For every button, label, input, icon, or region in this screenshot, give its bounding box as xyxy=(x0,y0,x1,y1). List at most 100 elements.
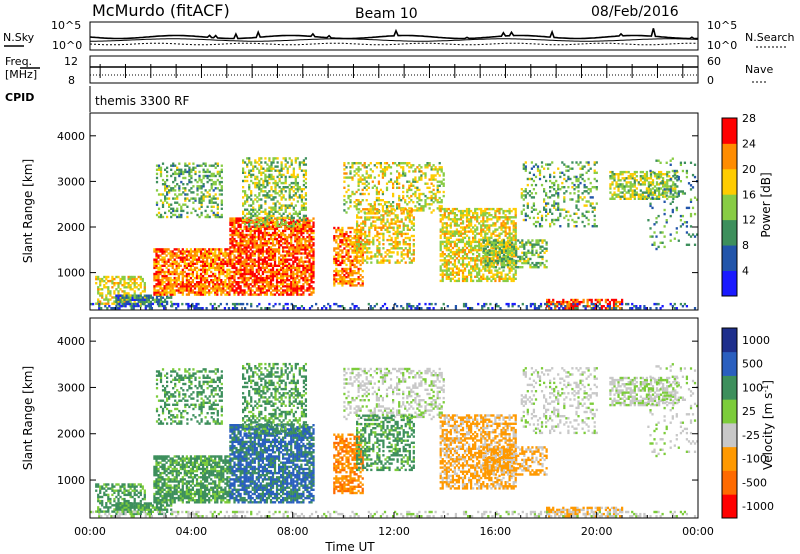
power-cell xyxy=(447,267,450,270)
power-cell xyxy=(457,271,461,274)
power-cell xyxy=(445,259,448,262)
power-cell xyxy=(280,281,283,284)
power-cell xyxy=(373,164,376,167)
power-cell xyxy=(290,161,293,164)
power-cell xyxy=(486,240,489,244)
power-cell xyxy=(376,261,379,264)
power-cell xyxy=(392,218,395,221)
power-cell xyxy=(504,224,507,227)
power-cell xyxy=(514,273,517,276)
power-cell xyxy=(296,175,299,179)
power-cell xyxy=(398,194,401,198)
power-cell xyxy=(510,269,513,272)
power-cell xyxy=(239,244,242,247)
power-cell xyxy=(191,264,195,267)
power-cell xyxy=(362,222,365,225)
power-cell xyxy=(296,289,299,292)
power-cell xyxy=(396,178,399,181)
power-cell xyxy=(231,289,234,292)
power-cell xyxy=(478,207,481,211)
power-cell xyxy=(292,233,295,237)
power-cell xyxy=(359,237,362,240)
power-cell xyxy=(191,254,195,257)
power-cell xyxy=(155,274,158,278)
power-cell xyxy=(187,250,191,253)
power-cell xyxy=(259,248,262,251)
power-cell xyxy=(390,251,393,254)
power-cell xyxy=(255,279,258,282)
power-cell xyxy=(245,244,248,247)
power-cell xyxy=(280,274,283,278)
power-cell xyxy=(396,207,399,210)
power-cell xyxy=(410,222,413,225)
power-cell xyxy=(173,258,176,261)
power-cell xyxy=(494,261,497,264)
power-cell xyxy=(259,291,262,294)
power-cell xyxy=(165,287,168,290)
power-cell xyxy=(194,209,197,213)
power-cell xyxy=(402,210,405,213)
power-cell xyxy=(259,266,262,270)
power-cell xyxy=(288,246,291,249)
power-cell xyxy=(296,250,299,253)
power-cell xyxy=(284,229,287,233)
power-cell xyxy=(284,270,287,274)
power-cell xyxy=(294,233,297,237)
power-cell xyxy=(284,206,287,209)
power-cell xyxy=(364,218,367,221)
power-cell xyxy=(292,256,295,259)
power-cell xyxy=(347,162,350,165)
power-cell xyxy=(510,209,513,213)
power-cell xyxy=(174,164,177,167)
power-cell xyxy=(387,166,391,169)
power-cell xyxy=(196,180,199,184)
power-cell xyxy=(298,248,301,251)
power-cell xyxy=(282,188,285,191)
power-cell xyxy=(197,293,201,296)
power-cell xyxy=(171,283,174,286)
power-cell xyxy=(284,233,287,237)
power-cell xyxy=(267,233,271,237)
power-cell xyxy=(220,268,223,272)
power-cell xyxy=(271,219,275,222)
power-cell xyxy=(496,245,500,248)
power-cell xyxy=(455,250,459,254)
power-cell xyxy=(375,196,379,200)
power-cell xyxy=(400,162,403,165)
power-cell xyxy=(492,246,495,250)
power-cell xyxy=(414,190,417,194)
power-cell xyxy=(166,302,169,306)
power-cell xyxy=(208,195,211,198)
power-cell xyxy=(218,252,221,255)
power-cell xyxy=(267,270,271,274)
power-cell xyxy=(191,281,195,284)
power-cell xyxy=(202,170,205,174)
power-cell xyxy=(155,276,158,280)
power-cell xyxy=(357,166,360,169)
power-cell xyxy=(426,162,429,165)
power-cell xyxy=(294,227,297,231)
power-cell xyxy=(204,195,207,198)
power-cell xyxy=(167,272,170,276)
power-cell xyxy=(280,190,283,193)
power-cell xyxy=(251,252,254,255)
power-cell xyxy=(312,223,315,226)
power-cell xyxy=(271,276,275,280)
power-cell xyxy=(164,300,167,304)
power-cell xyxy=(226,252,229,255)
power-cell xyxy=(362,232,365,236)
power-cell xyxy=(408,220,411,223)
power-cell xyxy=(186,205,189,208)
power-cell xyxy=(178,213,181,217)
power-cell xyxy=(353,247,356,250)
power-cell xyxy=(271,283,275,286)
power-cell xyxy=(296,237,299,241)
power-cell xyxy=(353,170,356,173)
power-cell xyxy=(486,238,489,241)
power-cell xyxy=(396,214,399,217)
power-cell xyxy=(198,178,201,182)
power-cell xyxy=(441,232,444,235)
power-cell xyxy=(248,161,251,164)
power-cell xyxy=(248,173,251,177)
power-cell xyxy=(125,296,128,299)
